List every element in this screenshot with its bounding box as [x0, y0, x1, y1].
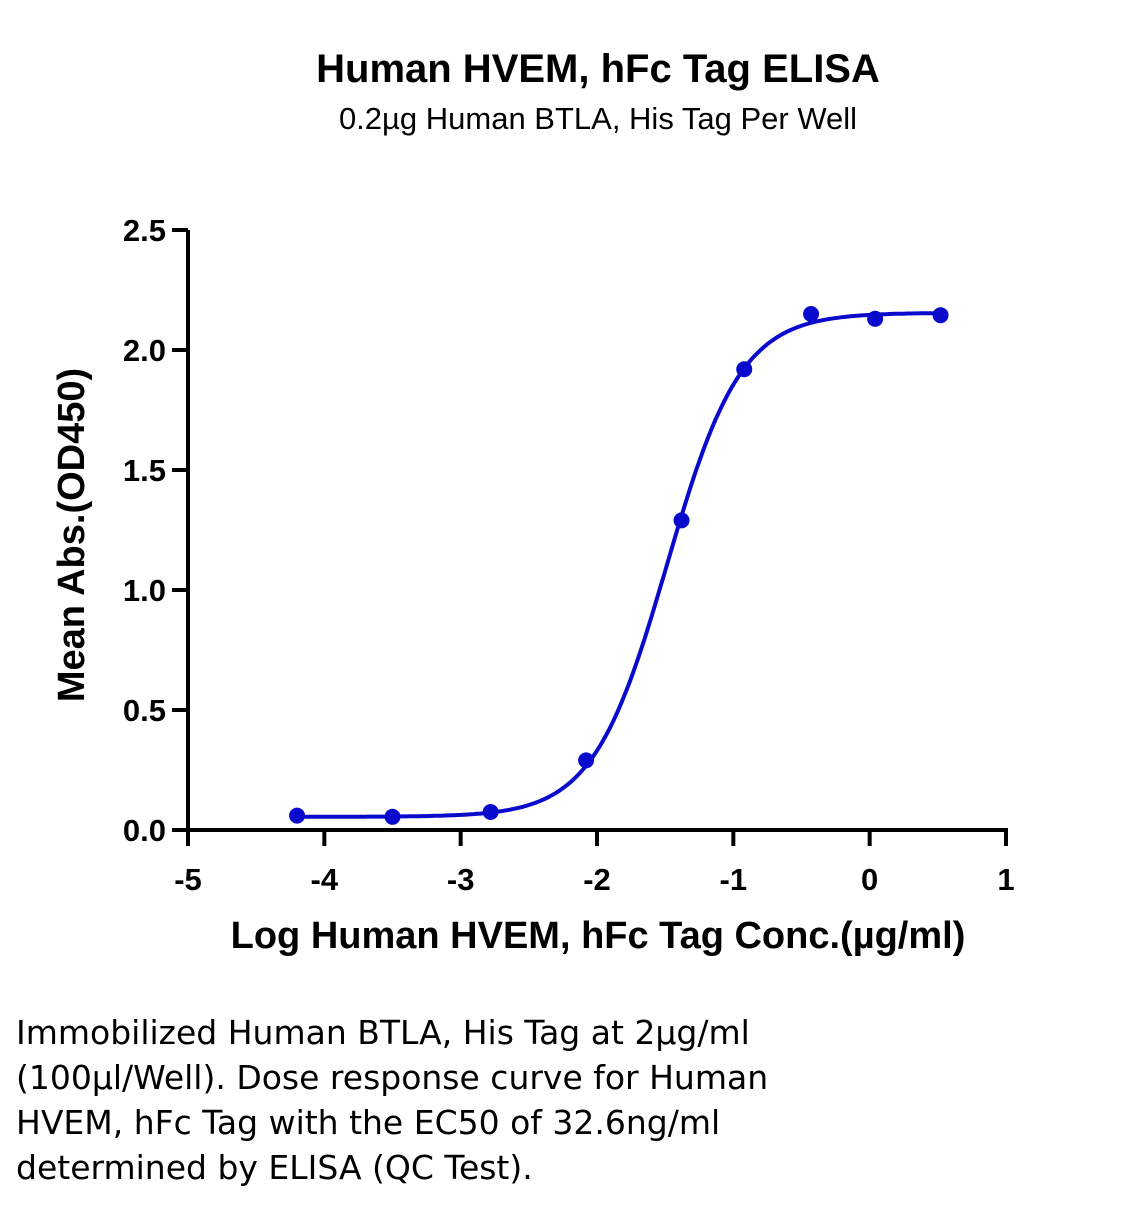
data-points — [289, 306, 949, 825]
data-point — [384, 808, 401, 825]
x-tick-label: -1 — [720, 862, 748, 897]
caption-line: Immobilized Human BTLA, His Tag at 2µg/m… — [16, 1013, 750, 1052]
data-point — [578, 752, 595, 769]
x-tick-label: 1 — [997, 862, 1014, 897]
axes — [186, 230, 1008, 832]
x-tick-label: -4 — [311, 862, 339, 897]
data-point — [867, 310, 884, 327]
x-axis-ticks: -5 -4 -3 -2 -1 0 1 — [174, 830, 1015, 897]
caption-line: (100µl/Well). Dose response curve for Hu… — [16, 1058, 769, 1097]
chart-subtitle: 0.2µg Human BTLA, His Tag Per Well — [339, 101, 857, 136]
x-tick-label: -3 — [447, 862, 475, 897]
data-point — [673, 512, 690, 529]
fit-curve — [297, 311, 941, 819]
y-tick-label: 2.5 — [123, 213, 166, 248]
y-axis-label: Mean Abs.(OD450) — [51, 368, 93, 702]
data-point — [932, 307, 949, 324]
y-tick-label: 0.5 — [123, 693, 166, 728]
y-tick-label: 2.0 — [123, 333, 166, 368]
chart: Human HVEM, hFc Tag ELISA 0.2µg Human BT… — [51, 47, 1015, 957]
x-tick-label: -5 — [174, 862, 202, 897]
y-tick-label: 1.0 — [123, 573, 166, 608]
data-point — [803, 306, 820, 322]
data-point — [736, 361, 753, 378]
figure-caption: Immobilized Human BTLA, His Tag at 2µg/m… — [16, 1010, 1106, 1190]
caption-line: HVEM, hFc Tag with the EC50 of 32.6ng/ml — [16, 1103, 721, 1142]
data-point — [289, 807, 306, 824]
y-tick-label: 1.5 — [123, 453, 166, 488]
chart-title: Human HVEM, hFc Tag ELISA — [316, 47, 880, 91]
data-point — [482, 804, 499, 820]
x-tick-label: 0 — [861, 862, 878, 897]
y-tick-label: 0.0 — [123, 813, 166, 848]
y-axis-ticks: 0.0 0.5 1.0 1.5 2.0 2.5 — [123, 213, 188, 848]
x-tick-label: -2 — [583, 862, 611, 897]
caption-line: determined by ELISA (QC Test). — [16, 1148, 533, 1187]
x-axis-label: Log Human HVEM, hFc Tag Conc.(µg/ml) — [231, 915, 966, 957]
